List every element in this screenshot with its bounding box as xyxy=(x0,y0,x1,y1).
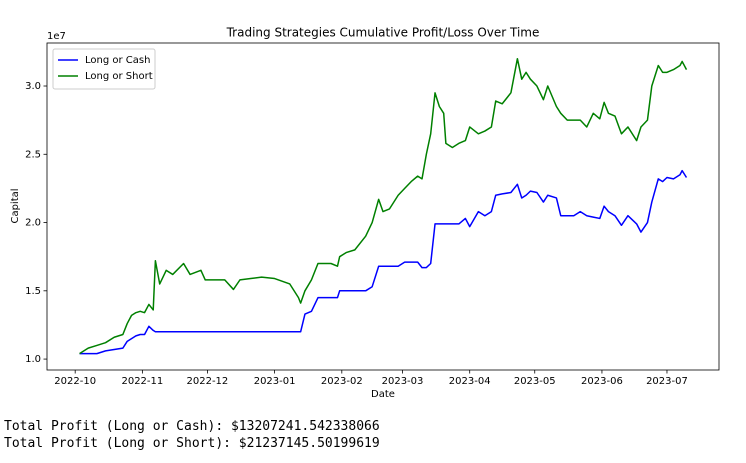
series-line xyxy=(79,57,688,355)
x-tick-label: 2023-03 xyxy=(382,376,424,387)
x-tick-label: 2022-12 xyxy=(187,376,229,387)
x-tick-label: 2022-10 xyxy=(54,376,96,387)
y-tick-label: 2.0 xyxy=(25,218,41,229)
y-tick-label: 3.0 xyxy=(25,81,41,92)
y-offset-text: 1e7 xyxy=(47,31,66,42)
plot-frame xyxy=(46,42,720,371)
legend-label: Long or Cash xyxy=(85,55,150,66)
legend: Long or Cash Long or Short xyxy=(52,48,156,90)
x-tick-label: 2023-07 xyxy=(646,376,688,387)
y-axis-label: Capital xyxy=(10,188,21,223)
x-tick-label: 2023-02 xyxy=(321,376,363,387)
chart: Trading Strategies Cumulative Profit/Los… xyxy=(10,26,720,400)
x-tick-label: 2023-04 xyxy=(449,376,491,387)
output-line: Total Profit (Long or Short): $21237145.… xyxy=(4,436,380,451)
series-line xyxy=(79,169,688,355)
output-line: Total Profit (Long or Cash): $13207241.5… xyxy=(4,419,380,434)
y-tick-label: 2.5 xyxy=(25,149,41,160)
legend-frame xyxy=(52,48,156,90)
output: Total Profit (Long or Cash): $13207241.5… xyxy=(4,418,380,452)
x-tick-label: 2023-06 xyxy=(581,376,623,387)
x-tick-label: 2023-05 xyxy=(514,376,556,387)
chart-title: Trading Strategies Cumulative Profit/Los… xyxy=(226,26,540,40)
y-tick-label: 1.0 xyxy=(25,354,41,365)
x-tick-label: 2023-01 xyxy=(254,376,296,387)
y-tick-label: 1.5 xyxy=(25,286,41,297)
x-tick-label: 2022-11 xyxy=(121,376,163,387)
x-axis-label: Date xyxy=(371,389,395,400)
legend-label: Long or Short xyxy=(85,71,153,82)
